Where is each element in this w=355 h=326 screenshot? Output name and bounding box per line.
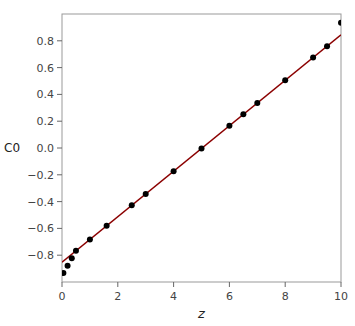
- point: [62, 270, 66, 276]
- point: [282, 77, 288, 83]
- x-tick: [229, 282, 230, 287]
- point: [240, 111, 246, 117]
- y-tick: [57, 148, 62, 149]
- y-tick-label: −0.4: [27, 196, 54, 209]
- x-tick: [117, 282, 118, 287]
- line: [62, 35, 341, 262]
- point: [87, 236, 93, 242]
- plot-frame: [62, 14, 341, 282]
- point: [104, 223, 110, 229]
- x-tick-label: 2: [114, 290, 121, 303]
- x-tick-label: 4: [170, 290, 177, 303]
- plot-area: [62, 20, 341, 276]
- x-tick: [62, 282, 63, 287]
- point: [143, 191, 149, 197]
- x-tick-label: 10: [334, 290, 348, 303]
- y-tick-label: 0.2: [37, 115, 55, 128]
- y-tick: [57, 67, 62, 68]
- chart: 0 2 4 6 8 10 −0.8 −0.6 −0.4 −0.2 0.0 0.2 0.4 0.6 0.8 z C…: [0, 0, 355, 326]
- x-tick-label: 0: [59, 290, 66, 303]
- x-tick: [341, 282, 342, 287]
- x-axis-label: z: [197, 306, 206, 321]
- y-axis-label: C0: [4, 141, 20, 155]
- y-tick: [57, 228, 62, 229]
- x-tick-label: 8: [282, 290, 289, 303]
- point: [171, 168, 177, 174]
- point: [254, 100, 260, 106]
- y-tick-label: −0.6: [27, 222, 54, 235]
- y-tick-label: 0.4: [37, 88, 55, 101]
- point: [199, 145, 205, 151]
- y-tick-label: −0.8: [27, 249, 54, 262]
- y-tick: [57, 94, 62, 95]
- point: [69, 255, 75, 261]
- axes: 0 2 4 6 8 10 −0.8 −0.6 −0.4 −0.2 0.0 0.2 0.4 0.6 0.8: [27, 35, 348, 303]
- y-tick-label: 0.8: [37, 35, 55, 48]
- y-tick-label: 0.6: [37, 62, 55, 75]
- y-tick-label: 0.0: [37, 142, 55, 155]
- point: [226, 123, 232, 129]
- y-tick-label: −0.2: [27, 169, 54, 182]
- y-tick: [57, 201, 62, 202]
- x-tick-label: 6: [226, 290, 233, 303]
- y-tick: [57, 255, 62, 256]
- y-tick: [57, 121, 62, 122]
- y-tick: [57, 174, 62, 175]
- point: [129, 202, 135, 208]
- point: [324, 43, 330, 49]
- point: [338, 20, 341, 26]
- x-tick: [285, 282, 286, 287]
- y-tick: [57, 40, 62, 41]
- point: [65, 263, 71, 269]
- point: [73, 248, 79, 254]
- x-tick: [173, 282, 174, 287]
- point: [310, 55, 316, 61]
